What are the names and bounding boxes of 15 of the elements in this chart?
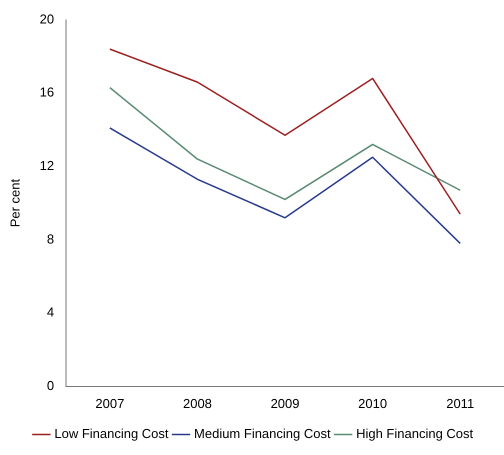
x-tick-label: 2009 bbox=[270, 396, 300, 411]
x-tick-label: 2007 bbox=[95, 396, 124, 411]
y-tick-label: 8 bbox=[46, 231, 54, 246]
y-tick-label: 0 bbox=[46, 378, 54, 393]
x-tick-label: 2011 bbox=[446, 396, 474, 411]
x-tick-label: 2008 bbox=[182, 396, 212, 411]
legend-label: High Financing Cost bbox=[356, 426, 474, 442]
x-tick-label: 2010 bbox=[358, 396, 388, 411]
y-tick-label: 20 bbox=[40, 11, 54, 26]
y-tick-label: 16 bbox=[40, 84, 54, 100]
y-axis-title: Per cent bbox=[7, 178, 22, 228]
legend-label: Medium Financing Cost bbox=[194, 426, 331, 442]
legend-label: Low Financing Cost bbox=[54, 426, 169, 442]
y-tick-label: 4 bbox=[46, 304, 54, 320]
y-tick-label: 12 bbox=[40, 158, 54, 174]
